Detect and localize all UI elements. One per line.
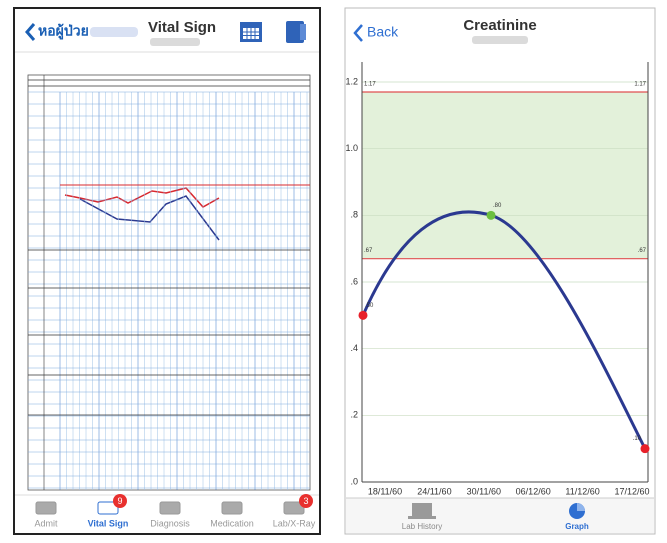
graph-icon[interactable] (569, 503, 585, 519)
tab-label[interactable]: Medication (210, 518, 254, 528)
reference-label: 1.17 (634, 82, 646, 88)
badge-count: 3 (303, 496, 308, 506)
tab-label[interactable]: Diagnosis (150, 518, 190, 528)
reference-label: .67 (638, 248, 647, 254)
nav-title: Vital Sign (148, 19, 216, 36)
blurred-subtitle (150, 38, 200, 46)
lab-history-icon[interactable] (408, 503, 436, 519)
data-point (640, 444, 650, 454)
y-tick-label: .4 (350, 343, 358, 353)
x-tick-label: 11/12/60 (565, 486, 599, 496)
value-label: .50 (365, 303, 374, 309)
value-label: .10 (633, 436, 642, 442)
x-tick-label: 17/12/60 (614, 486, 649, 496)
calendar-icon[interactable] (240, 22, 262, 42)
tab-icon[interactable] (283, 501, 305, 515)
tab-icon[interactable] (35, 501, 57, 515)
right-phone (344, 7, 656, 535)
tab-label[interactable]: Lab/X-Ray (273, 518, 316, 528)
notebook-icon[interactable] (286, 21, 306, 43)
x-tick-label: 24/11/60 (417, 486, 451, 496)
badge-count: 9 (117, 496, 122, 506)
x-tick-label: 18/11/60 (368, 486, 402, 496)
reference-label: .67 (364, 248, 373, 254)
left-tab-bar: Admit Vital Sign 9 Diagnosis Medication Lab/X… (34, 494, 316, 528)
right-tab-bar (346, 498, 654, 533)
data-point (486, 210, 496, 220)
back-chevron[interactable] (353, 24, 363, 42)
tab-label[interactable]: Graph (565, 522, 589, 531)
trend-line (361, 210, 647, 450)
y-tick-label: 1.2 (345, 76, 358, 86)
vital-sign-sheet (27, 74, 311, 491)
tab-label[interactable]: Lab History (402, 522, 442, 531)
reference-label: 1.17 (364, 82, 376, 88)
x-tick-label: 06/12/60 (516, 486, 551, 496)
y-tick-label: .0 (350, 476, 358, 486)
y-tick-label: .8 (350, 210, 358, 220)
tab-icon[interactable] (221, 501, 243, 515)
tab-icon[interactable] (159, 501, 181, 515)
x-tick-label: 30/11/60 (467, 486, 501, 496)
back-button[interactable]: Back (367, 24, 399, 40)
back-button[interactable]: หอผู้ป่วย (38, 23, 89, 40)
creatinine-graph: .0 .2 .4 .6 .8 1.0 1.2 1.17 1.17 .67 .67 18/11/60 24… (345, 62, 650, 496)
badge (113, 494, 127, 508)
back-chevron[interactable] (25, 23, 36, 41)
y-tick-label: .2 (350, 410, 358, 420)
tab-label[interactable]: Admit (34, 518, 58, 528)
data-point (358, 310, 368, 320)
badge (299, 494, 313, 508)
blurred-subtitle (472, 36, 528, 44)
blurred-name (90, 27, 138, 37)
tab-label[interactable]: Vital Sign (88, 518, 129, 528)
normal-range-band (362, 92, 648, 259)
y-tick-label: .6 (350, 276, 358, 286)
nav-title: Creatinine (463, 17, 536, 34)
tab-icon[interactable] (97, 501, 119, 515)
value-label: .80 (493, 203, 502, 209)
y-tick-label: 1.0 (345, 143, 358, 153)
